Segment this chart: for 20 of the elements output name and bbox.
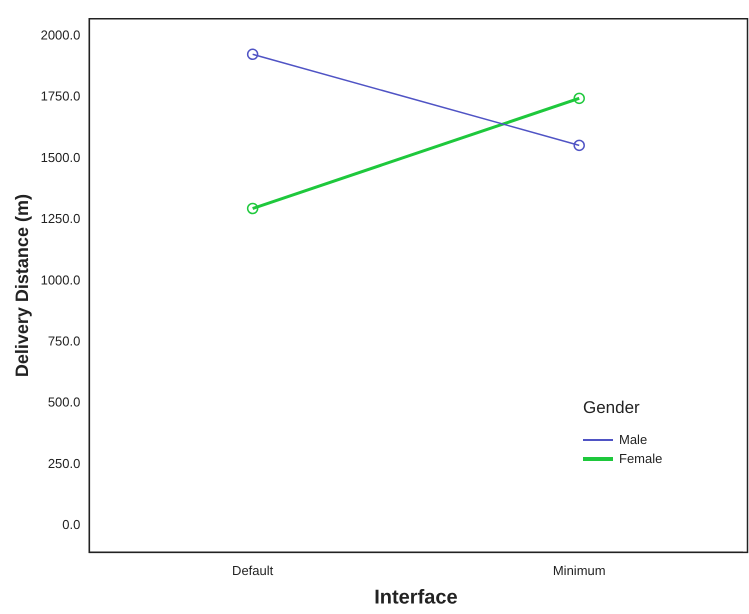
point [573,92,585,104]
legend-label: Male [619,432,648,447]
y-tick-label: 1500.0 [40,150,80,165]
y-tick-label: 1750.0 [40,88,80,104]
point [246,48,258,60]
y-tick-label: 500.0 [48,394,80,410]
legend-title: Gender [583,398,641,418]
x-tick-label: Minimum [552,562,606,578]
y-tick-label: 250.0 [48,456,80,471]
point [573,140,585,152]
point [246,202,258,214]
x-tick-label: Default [232,562,274,578]
legend-label: Female [619,451,662,466]
y-tick-label: 750.0 [48,333,80,348]
x-axis-title: Interface [374,586,458,609]
y-tick-label: 1000.0 [40,272,80,288]
y-axis-title: Delivery Distance (m) [12,194,32,378]
y-tick-label: 1250.0 [40,211,80,226]
y-tick-label: 2000.0 [40,28,80,43]
y-tick-label: 0.0 [62,517,80,532]
